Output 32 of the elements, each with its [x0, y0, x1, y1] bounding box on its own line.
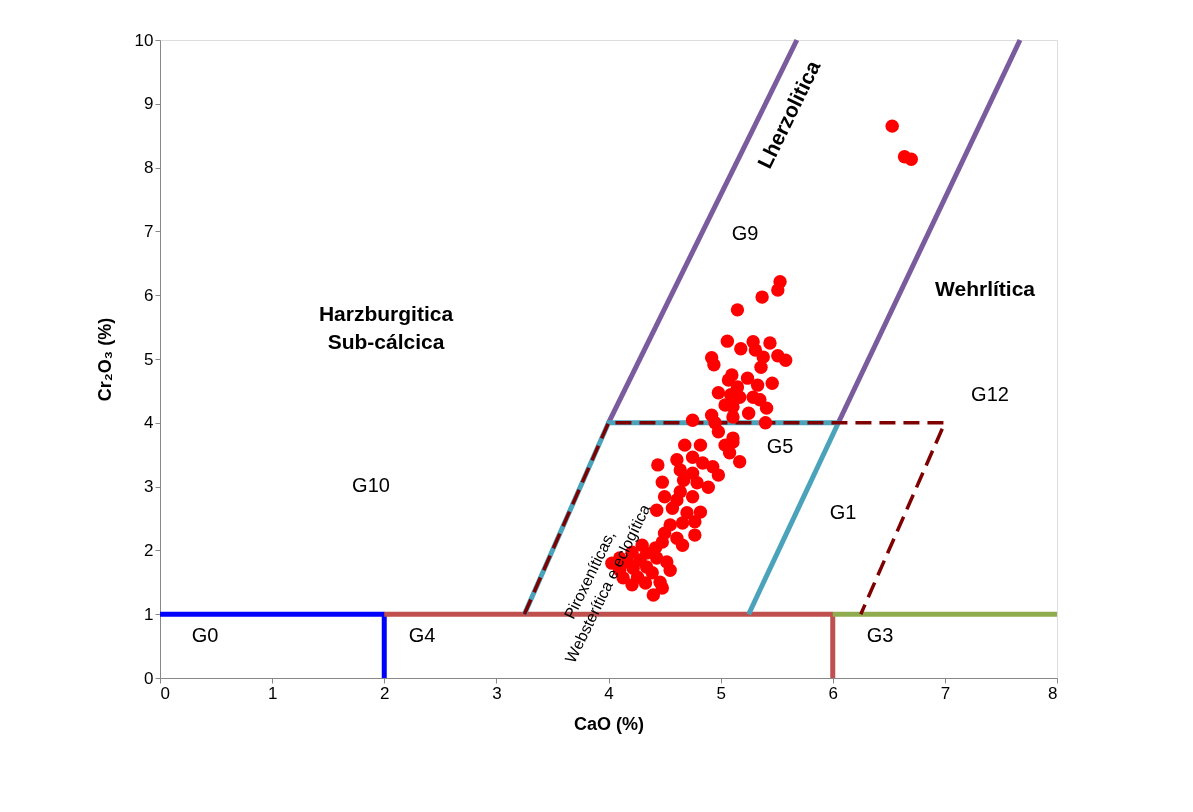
y-tick-label: 3	[144, 477, 154, 497]
x-tick-label: 0	[160, 683, 170, 703]
x-tick-label: 6	[828, 683, 838, 703]
y-tick-label: 8	[144, 158, 154, 178]
annotation: Wehrlítica	[935, 277, 1036, 300]
annotation: Harzburgitica Sub-cálcica	[318, 302, 454, 353]
y-tick-label: 2	[144, 540, 154, 560]
y-tick-label: 0	[144, 668, 154, 688]
x-tick-label: 5	[716, 683, 726, 703]
annotation: G5	[766, 435, 794, 457]
y-axis-title: Cr₂O₃ (%)	[94, 317, 115, 402]
y-tick-label: 1	[144, 604, 154, 624]
x-tick-label: 4	[604, 683, 614, 703]
x-tick-label: 1	[267, 683, 278, 703]
y-tick-label: 5	[144, 349, 154, 369]
annotation: G3	[866, 624, 894, 646]
annotation: G0	[191, 624, 219, 646]
x-tick-label: 8	[1048, 683, 1058, 703]
annotation: G4	[408, 624, 436, 646]
y-tick-label: 4	[144, 413, 154, 433]
y-tick-label: 9	[144, 94, 154, 114]
annotation: G10	[352, 474, 390, 496]
x-tick-label: 7	[940, 683, 951, 703]
x-axis-title: CaO (%)	[573, 713, 645, 734]
annotation: G1	[829, 501, 857, 523]
annotation: G12	[971, 383, 1009, 405]
y-tick-label: 7	[144, 221, 154, 241]
x-tick-label: 2	[380, 683, 390, 703]
y-tick-label: 10	[134, 30, 154, 50]
x-tick-label: 3	[492, 683, 502, 703]
annotation: G9	[731, 222, 759, 244]
y-tick-label: 6	[144, 285, 154, 305]
